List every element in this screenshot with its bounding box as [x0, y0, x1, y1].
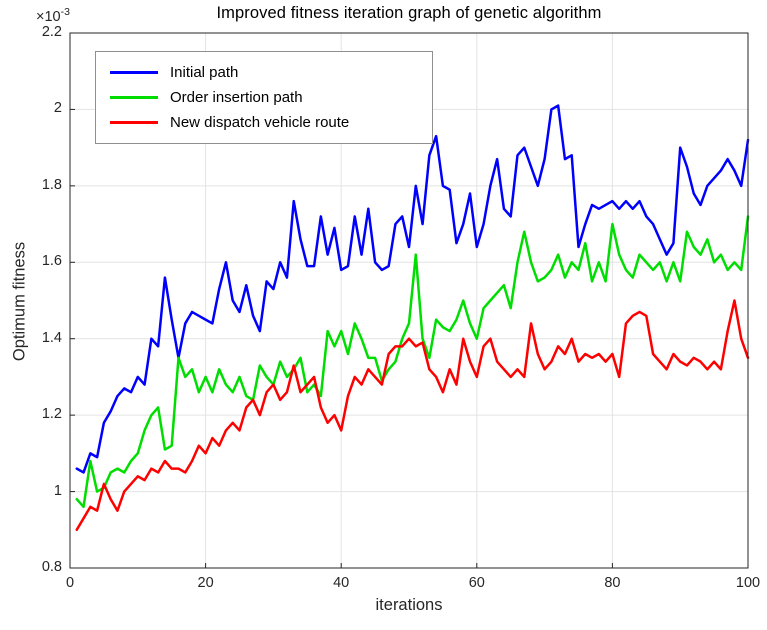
- series-line-new-dispatch-vehicle-route: [75, 299, 750, 532]
- chart-title: Improved fitness iteration graph of gene…: [216, 4, 602, 22]
- x-tick-label: 0: [65, 575, 75, 591]
- series-line-initial-path: [75, 104, 750, 474]
- axis-box: [69, 32, 749, 569]
- legend-item[interactable]: Order insertion path: [110, 85, 432, 110]
- y-axis-exponent-label: ×10-3: [36, 6, 70, 25]
- y-tick-label: 1: [53, 482, 62, 499]
- x-axis-label: iterations: [375, 596, 443, 614]
- legend-label: Initial path: [170, 64, 239, 81]
- legend-item[interactable]: New dispatch vehicle route: [110, 110, 432, 135]
- x-tick-label: 100: [735, 575, 761, 591]
- legend-item[interactable]: Initial path: [110, 60, 432, 85]
- y-exponent-base: ×10: [36, 8, 61, 25]
- x-tick-label: 40: [333, 575, 350, 591]
- y-tick-label: 2: [53, 100, 62, 117]
- y-tick-label: 1.4: [41, 329, 62, 346]
- legend-line-swatch: [110, 96, 158, 99]
- y-tick-label: 1.2: [41, 406, 62, 423]
- legend[interactable]: Initial path Order insertion path New disp…: [95, 51, 433, 144]
- y-tick-label: 1.8: [41, 176, 62, 193]
- legend-line-swatch: [110, 121, 158, 124]
- y-axis-label: Optimum fitness: [10, 241, 29, 362]
- y-tick-label: 1.6: [41, 253, 62, 270]
- x-tick-label: 20: [197, 575, 214, 591]
- y-exponent-power: -3: [60, 6, 70, 18]
- x-tick-label: 60: [468, 575, 485, 591]
- legend-line-swatch: [110, 71, 158, 74]
- legend-label: Order insertion path: [170, 89, 303, 106]
- legend-label: New dispatch vehicle route: [170, 114, 350, 131]
- y-tick-label: 2.2: [41, 24, 62, 40]
- series-line-order-insertion-path: [75, 215, 750, 509]
- x-tick-label: 80: [604, 575, 621, 591]
- y-tick-label: 0.8: [41, 559, 62, 575]
